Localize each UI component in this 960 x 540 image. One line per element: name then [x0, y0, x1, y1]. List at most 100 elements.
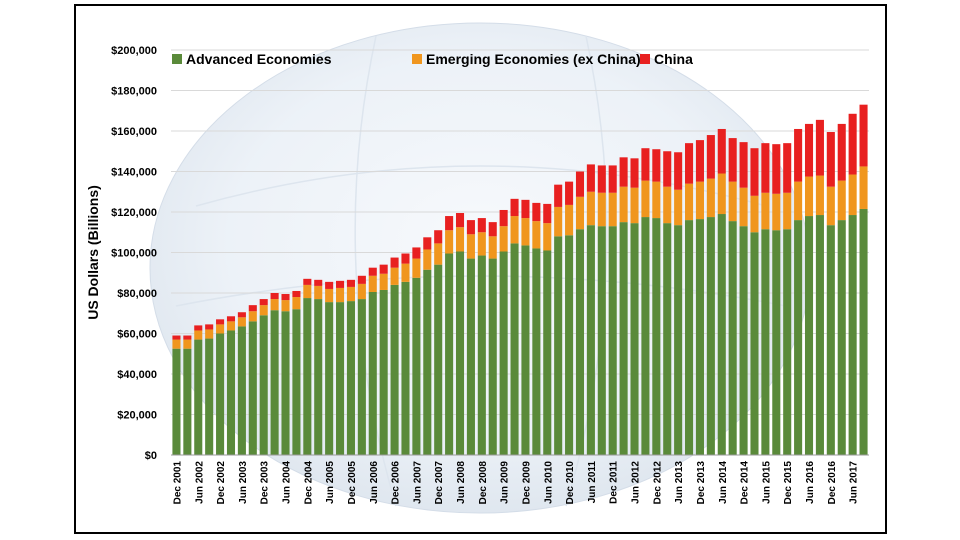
bar-segment-advanced-economies: [783, 229, 792, 455]
bar-segment-emerging-economies-ex-china: [543, 223, 552, 251]
bar-segment-china: [783, 143, 792, 193]
bar-segment-advanced-economies: [434, 264, 443, 455]
bar-segment-advanced-economies: [848, 215, 857, 455]
bar-segment-advanced-economies: [652, 218, 661, 455]
bar-segment-china: [488, 222, 497, 237]
bar-segment-emerging-economies-ex-china: [772, 193, 781, 231]
bar-segment-advanced-economies: [510, 243, 519, 455]
bar-segment-emerging-economies-ex-china: [172, 339, 181, 349]
bar-segment-advanced-economies: [543, 250, 552, 455]
x-axis-tick-labels: Dec 2001 Jun 2002 Dec 2002 Jun 2003 Dec 2003…: [172, 461, 859, 505]
bar-segment-china: [750, 148, 759, 196]
x-tick-label: Jun 2009: [500, 461, 511, 504]
bar-segment-advanced-economies: [597, 226, 606, 455]
x-tick-label: Dec 2009: [521, 461, 532, 505]
bar-segment-emerging-economies-ex-china: [270, 299, 279, 311]
x-tick-label: Jun 2004: [282, 461, 293, 504]
bar-segment-advanced-economies: [554, 236, 563, 455]
x-tick-label: Dec 2011: [609, 461, 620, 504]
bar-segment-china: [499, 209, 508, 227]
x-tick-label: Jun 2002: [194, 461, 205, 504]
bar-segment-china: [586, 164, 595, 192]
bar-segment-china: [565, 181, 574, 205]
y-tick-label: $80,000: [117, 288, 157, 300]
stacked-bar-chart: $0 $20,000 $40,000 $60,000 $80,000 $100,000 $1…: [85, 22, 869, 514]
bar-segment-advanced-economies: [281, 311, 290, 455]
bar-segment-emerging-economies-ex-china: [216, 324, 225, 334]
bar-segment-advanced-economies: [314, 299, 323, 455]
bar-segment-advanced-economies: [695, 219, 704, 455]
bar-segment-emerging-economies-ex-china: [510, 216, 519, 244]
bar-segment-emerging-economies-ex-china: [619, 186, 628, 223]
bar-segment-advanced-economies: [674, 225, 683, 455]
bar-segment-emerging-economies-ex-china: [695, 181, 704, 220]
bar-segment-advanced-economies: [521, 245, 530, 455]
bar-segment-china: [674, 152, 683, 190]
bar-segment-emerging-economies-ex-china: [565, 204, 574, 236]
bar-segment-emerging-economies-ex-china: [685, 183, 694, 221]
bar-segment-emerging-economies-ex-china: [466, 234, 475, 259]
bar-segment-emerging-economies-ex-china: [423, 249, 432, 270]
bar-segment-emerging-economies-ex-china: [281, 300, 290, 312]
bar-segment-china: [554, 184, 563, 207]
y-tick-label: $100,000: [111, 248, 157, 260]
bar-segment-china: [815, 119, 824, 176]
bar-segment-china: [401, 253, 410, 264]
bar-segment-china: [532, 202, 541, 222]
bar-segment-china: [859, 104, 868, 167]
x-tick-label: Dec 2003: [260, 461, 271, 505]
x-tick-label: Jun 2013: [674, 461, 685, 504]
bar-segment-advanced-economies: [641, 217, 650, 455]
bar-segment-emerging-economies-ex-china: [292, 297, 301, 310]
x-tick-label: Jun 2015: [761, 461, 772, 504]
bar-segment-advanced-economies: [826, 225, 835, 455]
bar-segment-emerging-economies-ex-china: [303, 284, 312, 299]
bar-segment-china: [804, 123, 814, 177]
bar-segment-china: [292, 290, 301, 298]
bar-segment-emerging-economies-ex-china: [586, 191, 595, 226]
y-tick-label: $180,000: [111, 86, 157, 98]
x-tick-label: Jun 2012: [631, 461, 642, 504]
bar-segment-advanced-economies: [499, 251, 508, 455]
bar-segment-china: [761, 143, 770, 193]
y-tick-label: $140,000: [111, 167, 157, 179]
bar-segment-emerging-economies-ex-china: [663, 186, 672, 224]
bar-segment-advanced-economies: [685, 220, 694, 455]
bar-segment-advanced-economies: [270, 310, 279, 455]
bar-segment-emerging-economies-ex-china: [346, 286, 355, 302]
bar-segment-advanced-economies: [390, 284, 399, 455]
bar-segment-emerging-economies-ex-china: [445, 230, 454, 254]
bar-segment-china: [794, 128, 803, 182]
bar-segment-emerging-economies-ex-china: [761, 192, 770, 230]
bar-segment-advanced-economies: [575, 229, 585, 455]
y-axis-label: US Dollars (Billions): [85, 185, 101, 320]
bar-segment-china: [205, 324, 214, 330]
bar-segment-advanced-economies: [586, 225, 595, 455]
bar-segment-china: [575, 171, 585, 197]
bar-segment-advanced-economies: [739, 226, 748, 455]
x-tick-label: Jun 2008: [456, 461, 467, 504]
legend-swatch: [640, 54, 650, 64]
bar-segment-emerging-economies-ex-china: [728, 181, 737, 222]
bar-segment-emerging-economies-ex-china: [804, 176, 814, 217]
bar-segment-china: [368, 267, 377, 276]
bar-segment-emerging-economies-ex-china: [521, 218, 530, 246]
bar-segment-china: [848, 113, 857, 175]
bar-segment-emerging-economies-ex-china: [739, 187, 748, 227]
legend-swatch: [412, 54, 422, 64]
bar-segment-china: [303, 278, 312, 285]
bar-segment-emerging-economies-ex-china: [575, 196, 585, 230]
x-tick-label: Dec 2006: [391, 461, 402, 505]
bar-segment-china: [739, 142, 748, 188]
bar-segment-emerging-economies-ex-china: [412, 258, 421, 278]
bar-segment-china: [248, 305, 257, 312]
bar-segment-advanced-economies: [205, 338, 214, 455]
bar-segment-advanced-economies: [357, 299, 366, 455]
bar-segment-advanced-economies: [226, 330, 236, 455]
bar-segment-emerging-economies-ex-china: [706, 178, 715, 218]
bar-segment-advanced-economies: [292, 309, 301, 455]
legend-entry: Emerging Economies (ex China): [426, 51, 641, 67]
x-tick-label: Jun 2014: [718, 461, 729, 504]
bar-segment-emerging-economies-ex-china: [488, 236, 497, 259]
bar-segment-emerging-economies-ex-china: [859, 166, 868, 209]
